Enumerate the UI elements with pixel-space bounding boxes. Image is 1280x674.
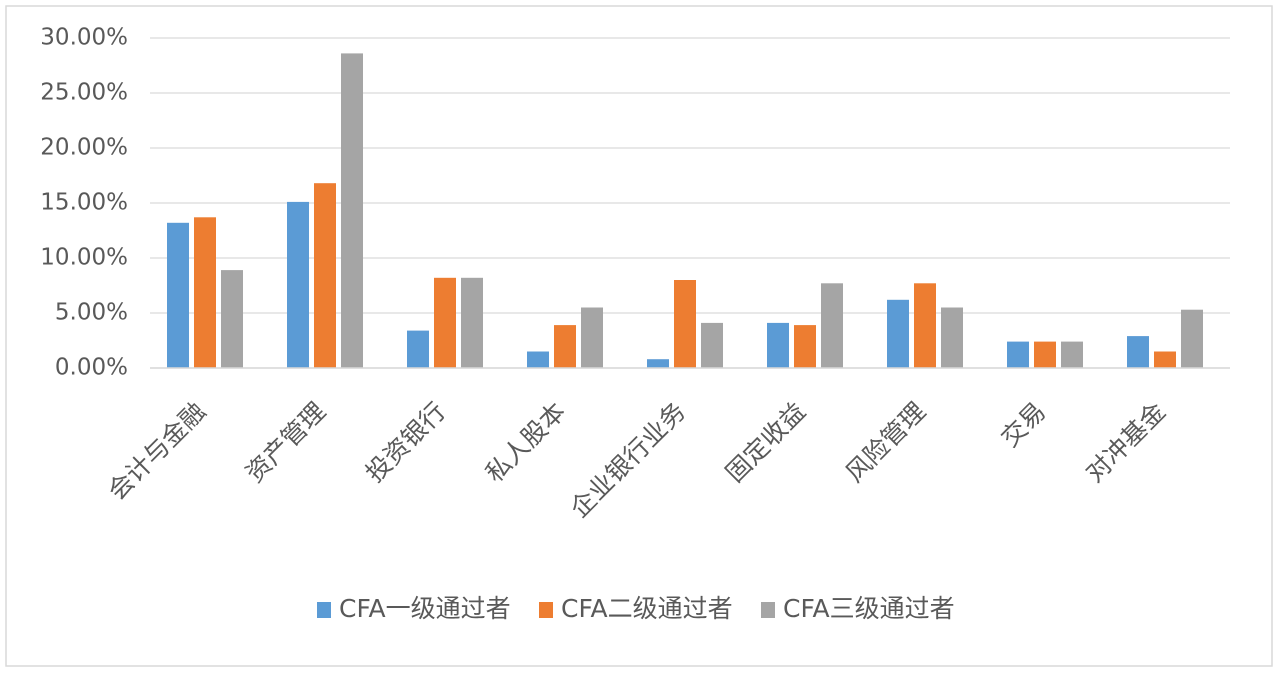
bar (1061, 341, 1083, 368)
bar (194, 217, 216, 368)
bar (287, 201, 309, 368)
bar (407, 330, 429, 368)
chart-border (5, 5, 1273, 667)
bar (461, 277, 483, 368)
legend-label: CFA二级通过者 (561, 594, 733, 623)
bar (647, 359, 669, 368)
bar (167, 222, 189, 368)
y-tick-label: 10.00% (40, 245, 128, 271)
legend-label: CFA一级通过者 (339, 594, 511, 623)
y-tick-label: 5.00% (55, 300, 128, 326)
bar (581, 307, 603, 368)
bar (701, 322, 723, 368)
bar (794, 325, 816, 368)
bar (527, 351, 549, 368)
bar (887, 299, 909, 368)
bar (221, 270, 243, 368)
y-tick-label: 0.00% (55, 355, 128, 381)
legend-swatch (761, 602, 775, 618)
bar (767, 322, 789, 368)
y-tick-label: 20.00% (40, 135, 128, 161)
bar (1127, 336, 1149, 368)
bar (434, 277, 456, 368)
bar (674, 280, 696, 368)
bar (1034, 341, 1056, 368)
legend-swatch (317, 602, 331, 618)
y-tick-label: 25.00% (40, 80, 128, 106)
y-tick-label: 15.00% (40, 190, 128, 216)
legend-swatch (539, 602, 553, 618)
y-tick-label: 30.00% (40, 25, 128, 51)
legend-label: CFA三级通过者 (783, 594, 955, 623)
bar (1007, 341, 1029, 368)
bar (941, 307, 963, 368)
bar (821, 283, 843, 368)
bar (1154, 351, 1176, 368)
bar (314, 183, 336, 368)
bar (1181, 309, 1203, 368)
bar (554, 325, 576, 368)
bar (914, 283, 936, 368)
bar (341, 53, 363, 369)
